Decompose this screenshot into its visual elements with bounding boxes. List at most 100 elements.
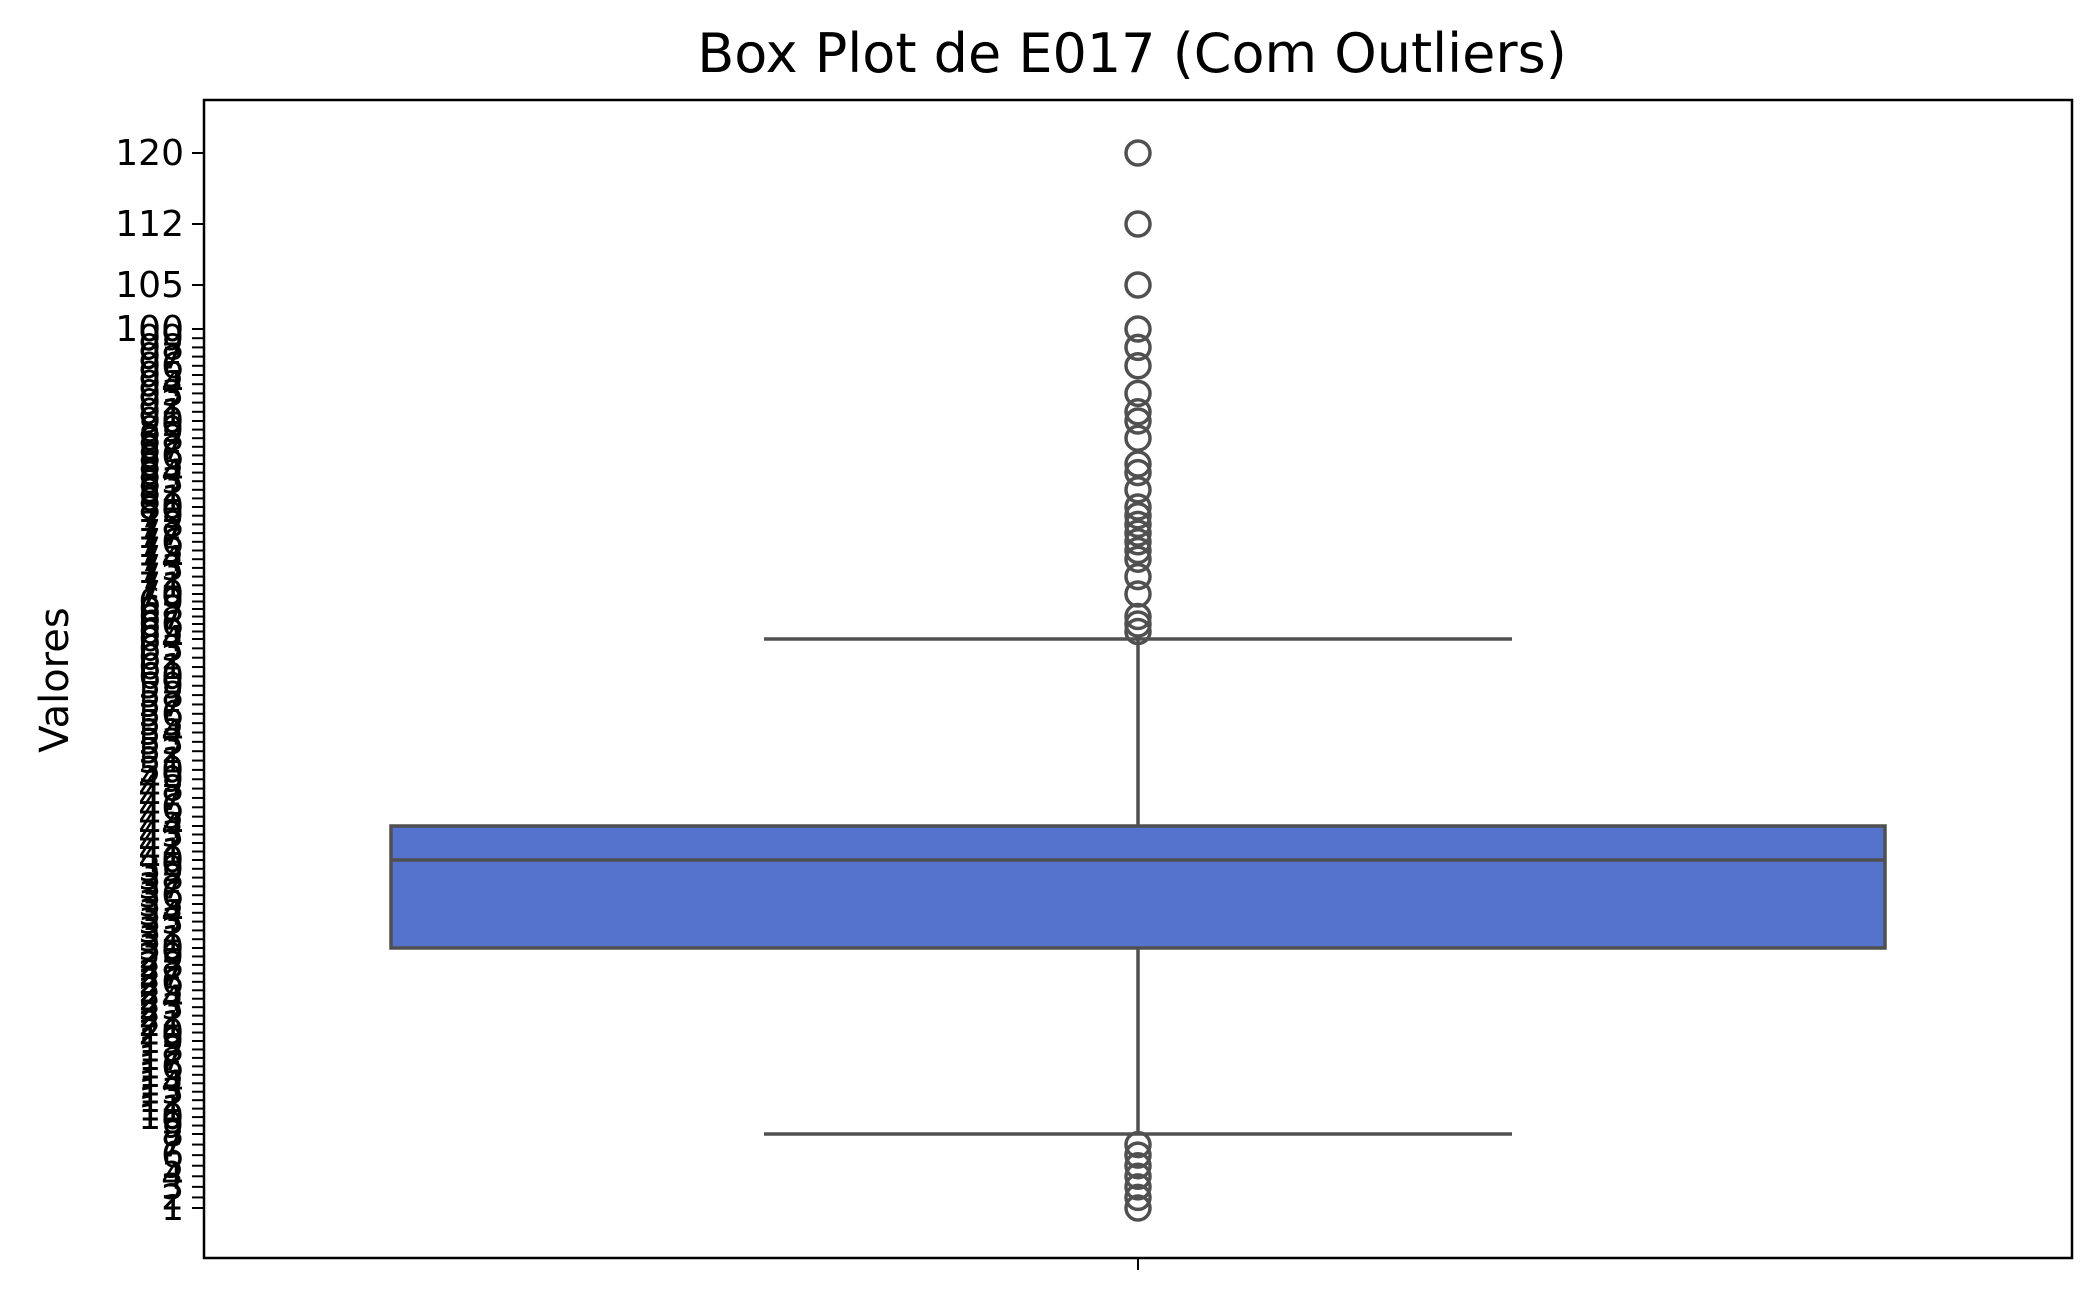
y-tick-label: 79 [138, 496, 184, 537]
y-tick-label: 100 [115, 309, 184, 350]
y-tick-label: 21 [138, 1004, 184, 1045]
y-tick-label: 36 [138, 875, 184, 916]
y-tick-label: 35 [138, 884, 184, 925]
y-tick-label: 105 [115, 265, 184, 306]
outlier-point [1124, 545, 1152, 573]
chart-title: Box Plot de E017 (Com Outliers) [697, 22, 1567, 85]
y-tick-label: 30 [138, 928, 184, 969]
y-tick-label: 11 [138, 1089, 184, 1130]
y-tick-label: 61 [138, 647, 184, 688]
y-tick-label: 34 [138, 893, 184, 934]
iqr-box [389, 824, 1887, 950]
y-tick-label: 52 [138, 731, 184, 772]
y-tick-label: 44 [138, 806, 184, 847]
y-tick-label: 41 [138, 832, 184, 873]
outlier-point [1124, 1173, 1152, 1201]
y-tick-label: 65 [138, 612, 184, 653]
y-tick-label: 59 [138, 666, 184, 707]
y-tick-label: 38 [138, 858, 184, 899]
y-tick-label: 57 [138, 684, 184, 725]
y-tick-label: 56 [138, 694, 184, 735]
y-tick-label: 85 [138, 444, 184, 485]
y-tick-label: 58 [138, 675, 184, 716]
y-tick-label: 6 [161, 1135, 184, 1176]
y-tick-label: 15 [138, 1055, 184, 1096]
outlier-point [1124, 139, 1152, 167]
y-tick-label: 69 [138, 582, 184, 623]
outlier-point [1124, 210, 1152, 238]
y-tick-label: 24 [138, 979, 184, 1020]
y-axis-label: Valores [32, 607, 78, 752]
y-tick-label: 112 [115, 204, 184, 245]
y-tick-label: 63 [138, 628, 184, 669]
outlier-point [1124, 450, 1152, 478]
y-tick-label: 27 [138, 953, 184, 994]
y-tick-label: 22 [138, 996, 184, 1037]
y-tick-label: 42 [138, 823, 184, 864]
y-tick-label: 99 [138, 318, 184, 359]
outlier-point [1124, 398, 1152, 426]
outlier-point [1124, 1141, 1152, 1169]
y-tick-label: 70 [138, 574, 184, 615]
y-tick-label: 1 [161, 1188, 184, 1229]
y-tick-label: 43 [138, 815, 184, 856]
y-tick-label: 60 [138, 656, 184, 697]
outlier-point [1124, 519, 1152, 547]
y-tick-label: 23 [138, 987, 184, 1028]
y-tick-label: 73 [138, 548, 184, 589]
y-tick-label: 5 [161, 1146, 184, 1187]
y-tick-label: 94 [138, 364, 184, 405]
y-tick-label: 66 [138, 604, 184, 645]
y-tick-label: 64 [138, 619, 184, 660]
y-tick-label: 77 [138, 513, 184, 554]
outlier-point [1124, 580, 1152, 608]
outlier-point [1124, 352, 1152, 380]
outlier-point [1124, 1183, 1152, 1212]
outlier-point [1124, 562, 1152, 591]
y-tick-label: 72 [138, 557, 184, 598]
y-tick-label: 83 [138, 461, 184, 502]
y-tick-label: 31 [138, 919, 184, 960]
y-tick-label: 46 [138, 787, 184, 828]
outlier-point [1124, 476, 1152, 504]
y-tick-label: 17 [138, 1038, 184, 1079]
y-tick-label: 67 [138, 597, 184, 638]
y-tick-label: 40 [138, 840, 184, 881]
y-tick-label: 51 [138, 741, 184, 782]
y-tick-label: 84 [138, 453, 184, 494]
y-tick-label: 93 [138, 373, 184, 414]
y-tick-label: 47 [138, 778, 184, 819]
y-tick-label: 14 [138, 1063, 184, 1104]
y-tick-label: 53 [138, 722, 184, 763]
y-tick-label: 13 [138, 1072, 184, 1113]
outlier-point [1124, 271, 1152, 299]
y-tick-label: 89 [138, 410, 184, 451]
y-tick-label: 10 [138, 1097, 184, 1138]
outlier-point [1124, 407, 1152, 435]
outlier-point [1124, 458, 1152, 487]
y-tick-label: 20 [138, 1013, 184, 1054]
y-tick-label: 25 [138, 970, 184, 1011]
y-tick-label: 28 [138, 945, 184, 986]
y-tick-label: 88 [138, 418, 184, 459]
y-tick-label: 12 [138, 1080, 184, 1121]
y-tick-label: 50 [138, 750, 184, 791]
plot-frame [202, 98, 2074, 1260]
plot-area: 1234567891011121314151617181920212223242… [115, 98, 2074, 1270]
y-tick-label: 90 [138, 401, 184, 442]
y-tick-label: 96 [138, 346, 184, 387]
y-tick-label: 120 [115, 133, 184, 174]
y-tick-label: 75 [138, 531, 184, 572]
y-tick-label: 48 [138, 769, 184, 810]
y-tick-label: 3 [161, 1167, 184, 1208]
y-tick-label: 71 [138, 565, 184, 606]
y-tick-label: 54 [138, 713, 184, 754]
y-tick-label: 39 [138, 849, 184, 890]
y-tick-label: 26 [138, 962, 184, 1003]
outlier-point [1124, 493, 1152, 521]
y-tick-label: 18 [138, 1029, 184, 1070]
outlier-point [1124, 501, 1152, 530]
y-tick-label: 68 [138, 589, 184, 630]
y-tick-label: 86 [138, 435, 184, 476]
